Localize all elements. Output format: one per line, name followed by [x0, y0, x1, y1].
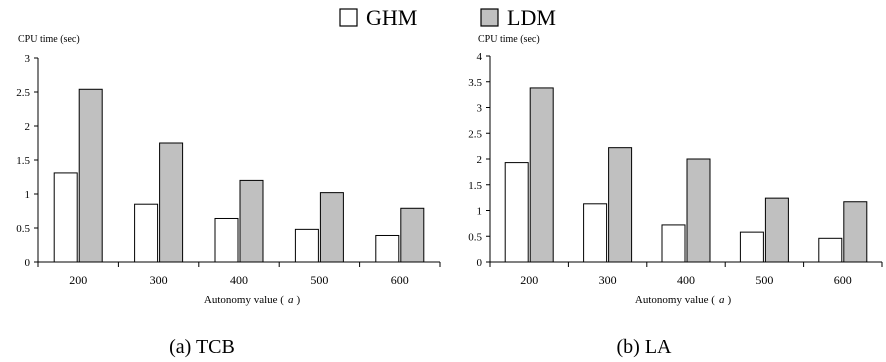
legend-label-ghm: GHM — [366, 5, 417, 30]
y-tick-label: 0 — [25, 257, 31, 269]
y-tick-label: 1 — [25, 189, 31, 201]
x-tick-label: 200 — [69, 273, 87, 287]
bar-ghm-500 — [739, 231, 764, 263]
bar-ghm-400 — [214, 217, 239, 263]
chart-caption: (a) TCB — [169, 336, 235, 358]
legend-swatch-ldm — [480, 8, 499, 27]
x-tick-label: 300 — [150, 273, 168, 287]
y-tick-label: 1.5 — [468, 180, 482, 192]
bar-ldm-400 — [686, 158, 711, 263]
x-tick-label: 600 — [391, 273, 409, 287]
bar-ldm-300 — [159, 142, 184, 263]
bar-ghm-300 — [134, 203, 159, 263]
y-tick-label: 2 — [25, 121, 31, 133]
y-tick-label: 3.5 — [468, 77, 482, 89]
x-axis-title-var: a — [288, 294, 294, 306]
legend-label-ldm: LDM — [507, 5, 556, 30]
x-axis-title-suffix: ) — [727, 294, 731, 306]
y-tick-label: 1.5 — [16, 155, 30, 167]
y-tick-label: 0.5 — [16, 223, 30, 235]
y-tick-label: 2.5 — [16, 87, 30, 99]
bar-ghm-600 — [818, 237, 843, 263]
y-tick-label: 3 — [477, 103, 483, 115]
bar-ghm-600 — [375, 234, 400, 263]
y-tick-label: 2.5 — [468, 128, 482, 140]
x-axis-title-var: a — [719, 294, 725, 306]
y-tick-label: 3 — [25, 53, 31, 65]
bar-ldm-500 — [764, 197, 789, 263]
y-tick-label: 1 — [477, 206, 483, 218]
x-axis-title-prefix: Autonomy value ( — [204, 294, 284, 306]
y-tick-label: 0 — [477, 257, 483, 269]
y-tick-label: 4 — [477, 51, 483, 63]
y-axis-title: CPU time (sec) — [18, 34, 80, 45]
bar-ldm-500 — [319, 192, 344, 263]
bar-ghm-200 — [504, 162, 529, 263]
y-tick-label: 2 — [477, 154, 483, 166]
bar-ldm-200 — [78, 88, 103, 263]
bar-ghm-300 — [583, 203, 608, 263]
x-axis-title-suffix: ) — [296, 294, 300, 306]
x-tick-label: 500 — [755, 273, 773, 287]
bar-ghm-400 — [661, 224, 686, 263]
x-tick-label: 600 — [834, 273, 852, 287]
bar-ldm-600 — [400, 207, 425, 263]
legend-swatch-ghm — [339, 8, 358, 27]
y-tick-label: 0.5 — [468, 231, 482, 243]
x-tick-label: 400 — [230, 273, 248, 287]
chart-caption: (b) LA — [617, 336, 673, 358]
x-axis-title: Autonomy value ( a) — [635, 294, 732, 306]
legend: GHM LDM — [339, 5, 556, 30]
bar-ldm-600 — [843, 201, 868, 263]
x-tick-label: 400 — [677, 273, 695, 287]
bar-ghm-500 — [294, 228, 319, 263]
bar-ldm-300 — [608, 147, 633, 263]
x-tick-label: 200 — [520, 273, 538, 287]
x-axis-title-prefix: Autonomy value ( — [635, 294, 715, 306]
y-axis-title: CPU time (sec) — [478, 34, 540, 45]
x-axis-title: Autonomy value ( a) — [204, 294, 301, 306]
bar-ghm-200 — [53, 172, 78, 263]
chart-tcb: CPU time (sec) Autonomy value ( a) (a) TC… — [16, 34, 441, 358]
bar-ldm-400 — [239, 179, 264, 263]
x-tick-label: 300 — [599, 273, 617, 287]
x-tick-label: 500 — [310, 273, 328, 287]
chart-la: CPU time (sec) Autonomy value ( a) (b) LA… — [468, 34, 883, 358]
bar-ldm-200 — [529, 87, 554, 263]
